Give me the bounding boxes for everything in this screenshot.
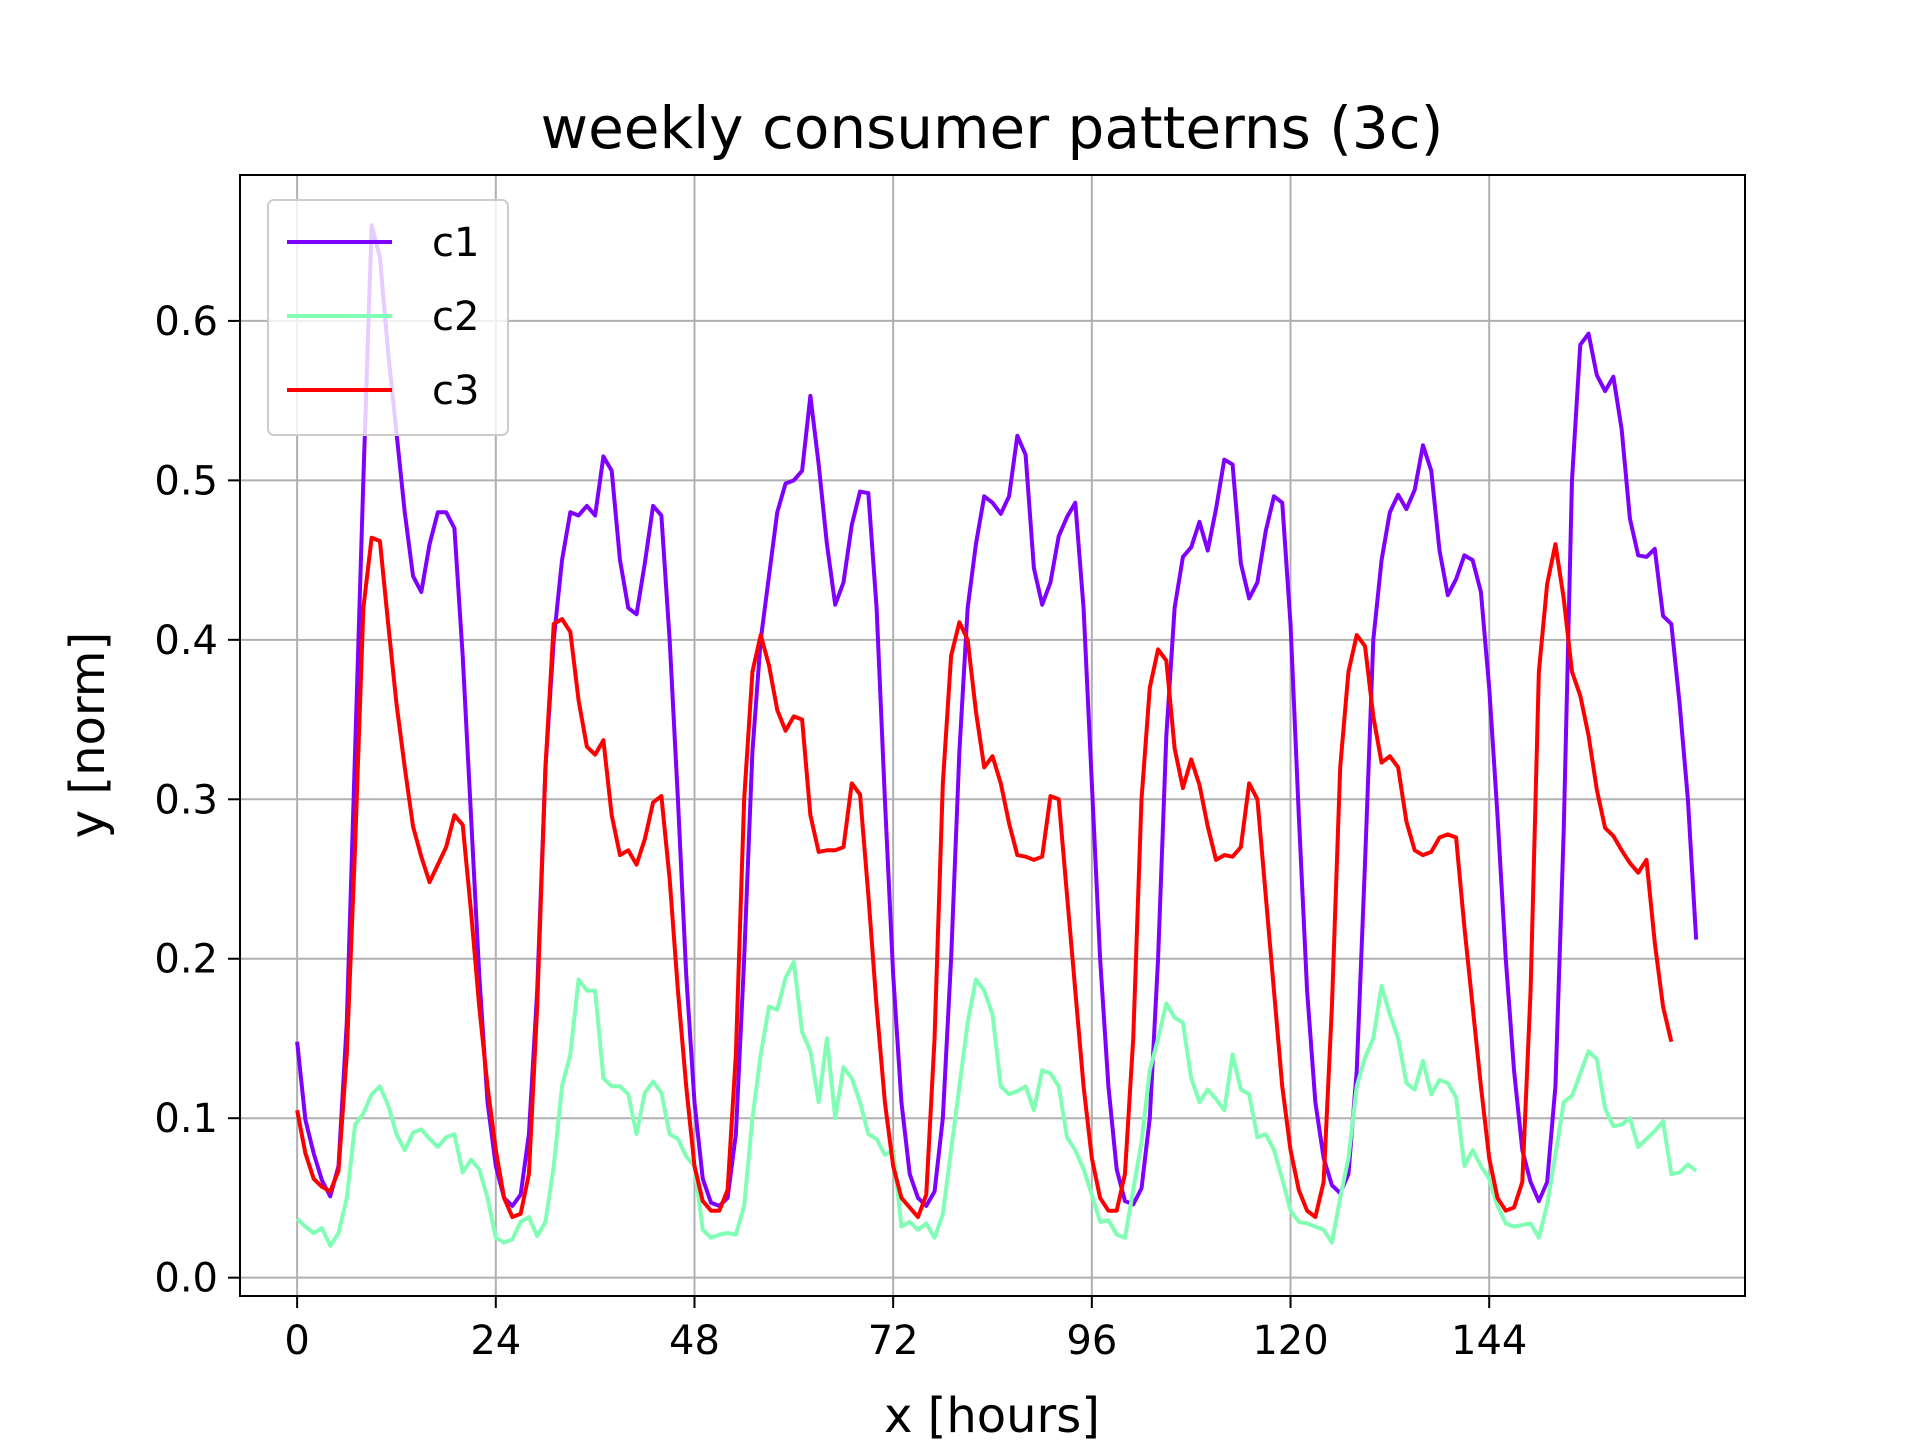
y-axis-label: y [norm] (60, 632, 116, 839)
y-tick-label: 0.2 (154, 937, 218, 983)
ticks: 0 24 48 72 96 120 144 0.0 0.1 0.2 0.3 0.4 0.5 0.6 (154, 299, 1527, 1364)
x-tick-label: 48 (669, 1318, 720, 1364)
y-tick-label: 0.0 (154, 1256, 218, 1302)
legend-label-c2: c2 (432, 294, 479, 340)
plot-frame (239, 174, 1746, 1297)
x-axis-label: x [hours] (884, 1388, 1100, 1440)
y-tick-label: 0.5 (154, 458, 218, 504)
y-tick-label: 0.4 (154, 618, 218, 664)
legend: c1 c2 c3 (267, 199, 509, 436)
chart-title: weekly consumer patterns (3c) (541, 94, 1444, 162)
series-line-c3 (295, 535, 1674, 1220)
x-tick-label: 72 (868, 1318, 919, 1364)
series-layer (295, 223, 1699, 1248)
x-tick-label: 0 (284, 1318, 309, 1364)
series-line-c2 (295, 959, 1698, 1248)
y-tick-label: 0.1 (154, 1096, 218, 1142)
x-tick-label: 24 (470, 1318, 521, 1364)
x-tick-label: 96 (1066, 1318, 1117, 1364)
legend-label-c1: c1 (432, 220, 479, 266)
y-tick-label: 0.6 (154, 299, 218, 345)
x-tick-label: 144 (1451, 1318, 1527, 1364)
legend-label-c3: c3 (432, 368, 479, 414)
y-tick-label: 0.3 (154, 777, 218, 823)
x-tick-label: 120 (1252, 1318, 1328, 1364)
